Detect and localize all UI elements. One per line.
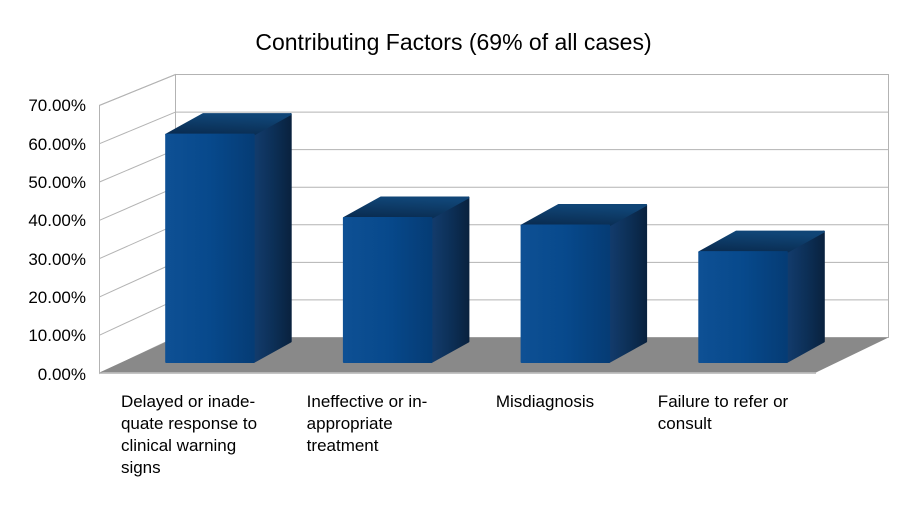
y-tick-label: 20.00%	[28, 287, 86, 307]
category-label: Misdiagnosis	[495, 392, 595, 411]
gridline-left-wall	[99, 74, 176, 106]
category-label: Failure to refer or consult	[657, 392, 789, 433]
bar-side-face	[252, 113, 292, 363]
gridline-left-wall	[99, 149, 176, 183]
gridline-left-wall	[99, 224, 176, 260]
y-tick-label: 0.00%	[37, 364, 86, 384]
y-tick-label: 70.00%	[28, 96, 86, 116]
bar-3d-1	[165, 113, 292, 363]
left-wall	[99, 73, 176, 375]
bar-side-face	[785, 230, 825, 363]
gridline-left-wall	[99, 111, 176, 145]
gridline-left-wall	[99, 299, 176, 336]
chart-title: Contributing Factors (69% of all cases)	[255, 29, 652, 55]
bar-front-face	[165, 133, 255, 363]
gridline-left-wall	[99, 261, 176, 298]
bar-front-face	[698, 251, 788, 363]
bar-side-face	[430, 196, 470, 363]
bar-3d-4	[698, 230, 825, 363]
bar-side-face	[608, 204, 648, 363]
category-label: Delayed or inade- quate response to clin…	[120, 392, 258, 477]
bar-front-face	[342, 216, 433, 363]
y-tick-label: 10.00%	[28, 326, 86, 346]
bar-front-face	[520, 224, 611, 363]
gridline-left-wall	[99, 186, 176, 221]
bar-3d-3	[520, 204, 648, 363]
y-tick-label: 40.00%	[28, 211, 86, 231]
y-tick-label: 30.00%	[28, 249, 86, 269]
chart-floor	[99, 337, 889, 373]
y-tick-label: 50.00%	[28, 173, 86, 192]
bar-3d-2	[342, 196, 470, 363]
category-label: Ineffective or in- appropriate treatment	[306, 392, 428, 455]
y-tick-label: 60.00%	[28, 134, 86, 154]
